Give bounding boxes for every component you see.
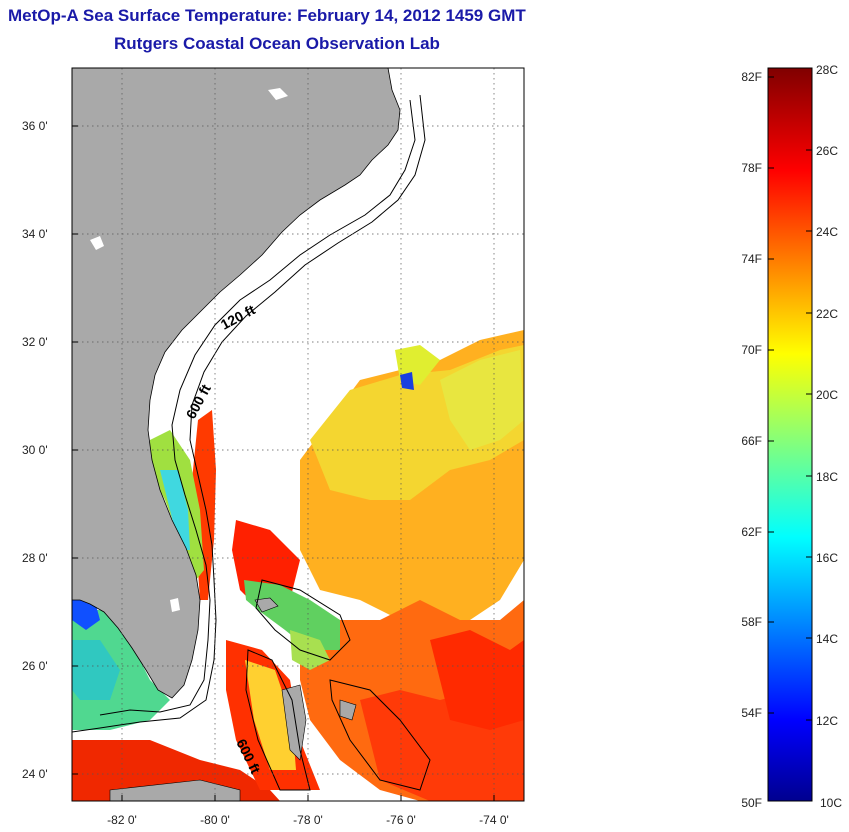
lon-label: -82 0' [107, 813, 137, 827]
land-mass [72, 68, 401, 801]
colorbar-c-label: 26C [816, 144, 838, 158]
grid [72, 68, 524, 801]
colorbar-f-label: 70F [741, 343, 762, 357]
colorbar-c-label: 14C [816, 632, 838, 646]
bathymetry-contours [72, 94, 431, 791]
colorbar-f-label: 78F [741, 161, 762, 175]
map-tick-marks [72, 125, 495, 801]
longitude-labels: -82 0' -80 0' -78 0' -76 0' -74 0' [107, 813, 509, 827]
colorbar-f-label: 50F [741, 796, 762, 810]
colorbar-c-label: 10C [820, 796, 842, 810]
map-subtitle: Rutgers Coastal Ocean Observation Lab [114, 34, 440, 53]
map-title: MetOp-A Sea Surface Temperature: Februar… [8, 6, 526, 25]
lat-label: 36 0' [22, 119, 48, 133]
colorbar-c-label: 24C [816, 225, 838, 239]
map-frame [71, 67, 525, 802]
colorbar-f-label: 82F [741, 70, 762, 84]
colorbar-c-label: 12C [816, 714, 838, 728]
lon-label: -80 0' [200, 813, 230, 827]
colorbar-c-label: 20C [816, 388, 838, 402]
colorbar-f-label: 58F [741, 615, 762, 629]
lat-label: 26 0' [22, 659, 48, 673]
lon-label: -78 0' [293, 813, 323, 827]
lat-label: 34 0' [22, 227, 48, 241]
latitude-labels: 36 0' 34 0' 32 0' 30 0' 28 0' 26 0' 24 0… [22, 119, 48, 781]
lat-label: 30 0' [22, 443, 48, 457]
colorbar-gradient [767, 67, 813, 802]
colorbar-f-label: 74F [741, 252, 762, 266]
colorbar-c-label: 16C [816, 551, 838, 565]
lat-label: 24 0' [22, 767, 48, 781]
lon-label: -74 0' [479, 813, 509, 827]
colorbar-c-label: 28C [816, 63, 838, 77]
lon-label: -76 0' [386, 813, 416, 827]
map-panel: 120 ft 600 ft 600 ft [72, 68, 524, 801]
colorbar-ticks [768, 67, 812, 721]
colorbar-f-label: 62F [741, 525, 762, 539]
colorbar-f-label: 66F [741, 434, 762, 448]
colorbar-c-label: 18C [816, 470, 838, 484]
lat-label: 28 0' [22, 551, 48, 565]
colorbar: 82F 78F 74F 70F 66F 62F 58F 54F 50F 28C … [741, 63, 842, 810]
colorbar-f-label: 54F [741, 706, 762, 720]
colorbar-c-label: 22C [816, 307, 838, 321]
lat-label: 32 0' [22, 335, 48, 349]
